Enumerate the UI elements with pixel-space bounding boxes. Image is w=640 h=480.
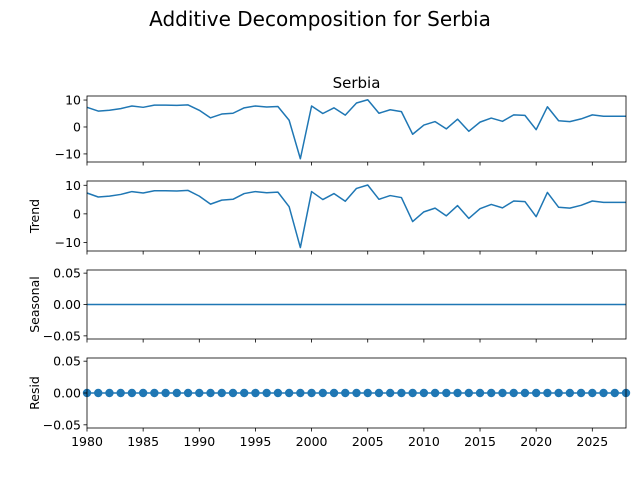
resid-point xyxy=(363,388,372,398)
x-tick-label: 2025 xyxy=(576,434,608,449)
series-line xyxy=(86,99,626,160)
figure-suptitle: Additive Decomposition for Serbia xyxy=(149,7,491,31)
panels-group: 100−10Serbia100−10Trend0.050.00−0.05Seas… xyxy=(27,74,631,449)
resid-point xyxy=(307,388,316,398)
resid-point xyxy=(273,388,283,398)
resid-point xyxy=(408,388,417,398)
x-tick-label: 2020 xyxy=(520,434,552,449)
resid-point xyxy=(453,388,462,398)
y-axis-label: Trend xyxy=(27,199,42,234)
resid-point xyxy=(531,388,541,398)
y-tick-label: 0 xyxy=(73,206,81,221)
y-tick-label: 0.05 xyxy=(53,266,81,281)
series-line xyxy=(86,184,626,249)
resid-point xyxy=(543,388,552,398)
y-tick-label: −10 xyxy=(55,235,81,250)
x-tick-label: 1990 xyxy=(183,434,215,449)
resid-point xyxy=(341,388,350,398)
resid-point xyxy=(228,388,238,398)
x-tick-label: 2000 xyxy=(296,434,328,449)
y-tick-label: 10 xyxy=(65,93,81,108)
resid-point xyxy=(565,388,575,398)
resid-point xyxy=(464,388,473,398)
y-tick-label: 0 xyxy=(73,119,81,134)
x-tick-label: 1995 xyxy=(240,434,272,449)
resid-point xyxy=(195,388,204,398)
resid-point xyxy=(150,388,159,398)
resid-point xyxy=(352,388,361,398)
resid-point xyxy=(475,388,485,398)
y-tick-label: 0.00 xyxy=(53,297,81,312)
y-tick-label: −0.05 xyxy=(43,328,81,343)
x-tick-label: 1980 xyxy=(71,434,103,449)
resid-point xyxy=(610,388,619,398)
resid-point xyxy=(161,388,170,398)
resid-point xyxy=(385,388,395,398)
panel-1: 10 0 −10 Serbia xyxy=(55,74,627,166)
panel-title: Serbia xyxy=(333,74,381,92)
resid-point xyxy=(183,388,193,398)
x-tick-label: 2010 xyxy=(408,434,440,449)
resid-point xyxy=(487,388,496,398)
resid-point xyxy=(576,388,586,398)
resid-point xyxy=(509,388,518,398)
resid-point xyxy=(588,388,597,398)
x-tick-label: 2005 xyxy=(352,434,384,449)
resid-point xyxy=(442,388,451,398)
resid-point xyxy=(240,388,249,398)
resid-point xyxy=(251,388,260,398)
resid-point xyxy=(217,388,226,398)
resid-point xyxy=(430,388,440,398)
resid-point xyxy=(127,388,137,398)
resid-point xyxy=(94,388,103,398)
resid-point xyxy=(554,388,563,398)
resid-point xyxy=(520,388,530,398)
y-tick-label: 10 xyxy=(65,178,81,193)
axes-frame xyxy=(86,95,627,163)
resid-point xyxy=(116,388,125,398)
resid-point xyxy=(498,388,507,398)
x-tick-label: 2015 xyxy=(464,434,496,449)
resid-point xyxy=(296,388,305,398)
y-tick-label: −10 xyxy=(55,146,81,161)
resid-point xyxy=(329,388,339,398)
resid-point xyxy=(262,388,271,398)
resid-point xyxy=(206,388,215,398)
x-tick-label: 1985 xyxy=(127,434,159,449)
y-tick-label: 0.00 xyxy=(53,386,81,401)
y-axis-label: Seasonal xyxy=(27,276,42,333)
panel-2: 10 0 −10 Trend xyxy=(27,178,627,255)
resid-point xyxy=(599,388,608,398)
y-tick-label: 0.05 xyxy=(53,354,81,369)
y-axis-label: Resid xyxy=(27,376,42,410)
axes-frame xyxy=(86,180,627,252)
resid-point xyxy=(138,388,148,398)
resid-point xyxy=(374,388,384,398)
y-tick-label: −0.05 xyxy=(43,417,81,432)
panel-4: 0.05 0.00 −0.05 1980 1985 1990 1995 2000 2005 201… xyxy=(27,354,631,449)
resid-point xyxy=(318,388,328,398)
resid-point xyxy=(397,388,406,398)
resid-point xyxy=(419,388,429,398)
resid-point xyxy=(284,388,294,398)
resid-point xyxy=(172,388,182,398)
resid-point xyxy=(105,388,114,398)
